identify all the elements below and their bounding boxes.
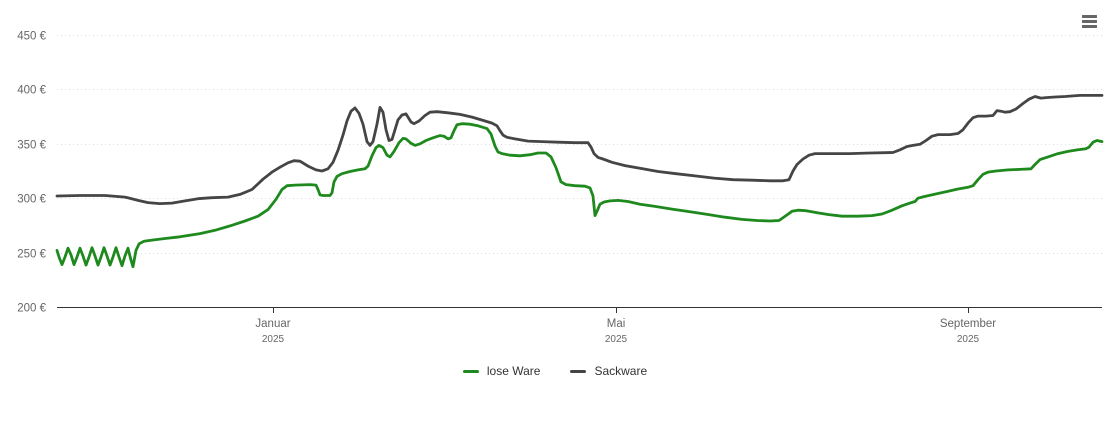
x-axis-label-year: 2025 <box>957 334 980 345</box>
lose-ware-line-swatch-icon <box>462 369 479 373</box>
chart-context-menu-button[interactable] <box>1080 13 1098 31</box>
x-axis-label-month: September <box>940 318 996 330</box>
legend-item-sackware[interactable]: Sackware <box>570 364 647 378</box>
series-line-sackware[interactable] <box>55 94 1104 205</box>
legend-item-lose-ware[interactable]: lose Ware <box>462 364 541 378</box>
chart-legend: lose Ware Sackware <box>0 364 1110 378</box>
y-axis-label-300: 300 € <box>17 194 46 206</box>
sackware-line-swatch-icon <box>570 369 587 373</box>
y-axis-label-350: 350 € <box>17 140 46 152</box>
y-axis-label-400: 400 € <box>17 85 46 97</box>
x-axis-label-month: Mai <box>607 318 626 330</box>
series-line-lose-ware[interactable] <box>55 122 1104 269</box>
y-axis-label-250: 250 € <box>17 249 46 261</box>
x-axis-label-year: 2025 <box>605 334 628 345</box>
y-axis-label-200: 200 € <box>17 303 46 315</box>
x-axis-label-month: Januar <box>255 318 290 330</box>
y-axis-label-450: 450 € <box>17 31 46 43</box>
legend-label-lose-ware: lose Ware <box>486 364 541 378</box>
hamburger-menu-icon <box>1082 15 1097 28</box>
x-axis-label-year: 2025 <box>262 334 285 345</box>
legend-label-sackware: Sackware <box>594 364 648 378</box>
